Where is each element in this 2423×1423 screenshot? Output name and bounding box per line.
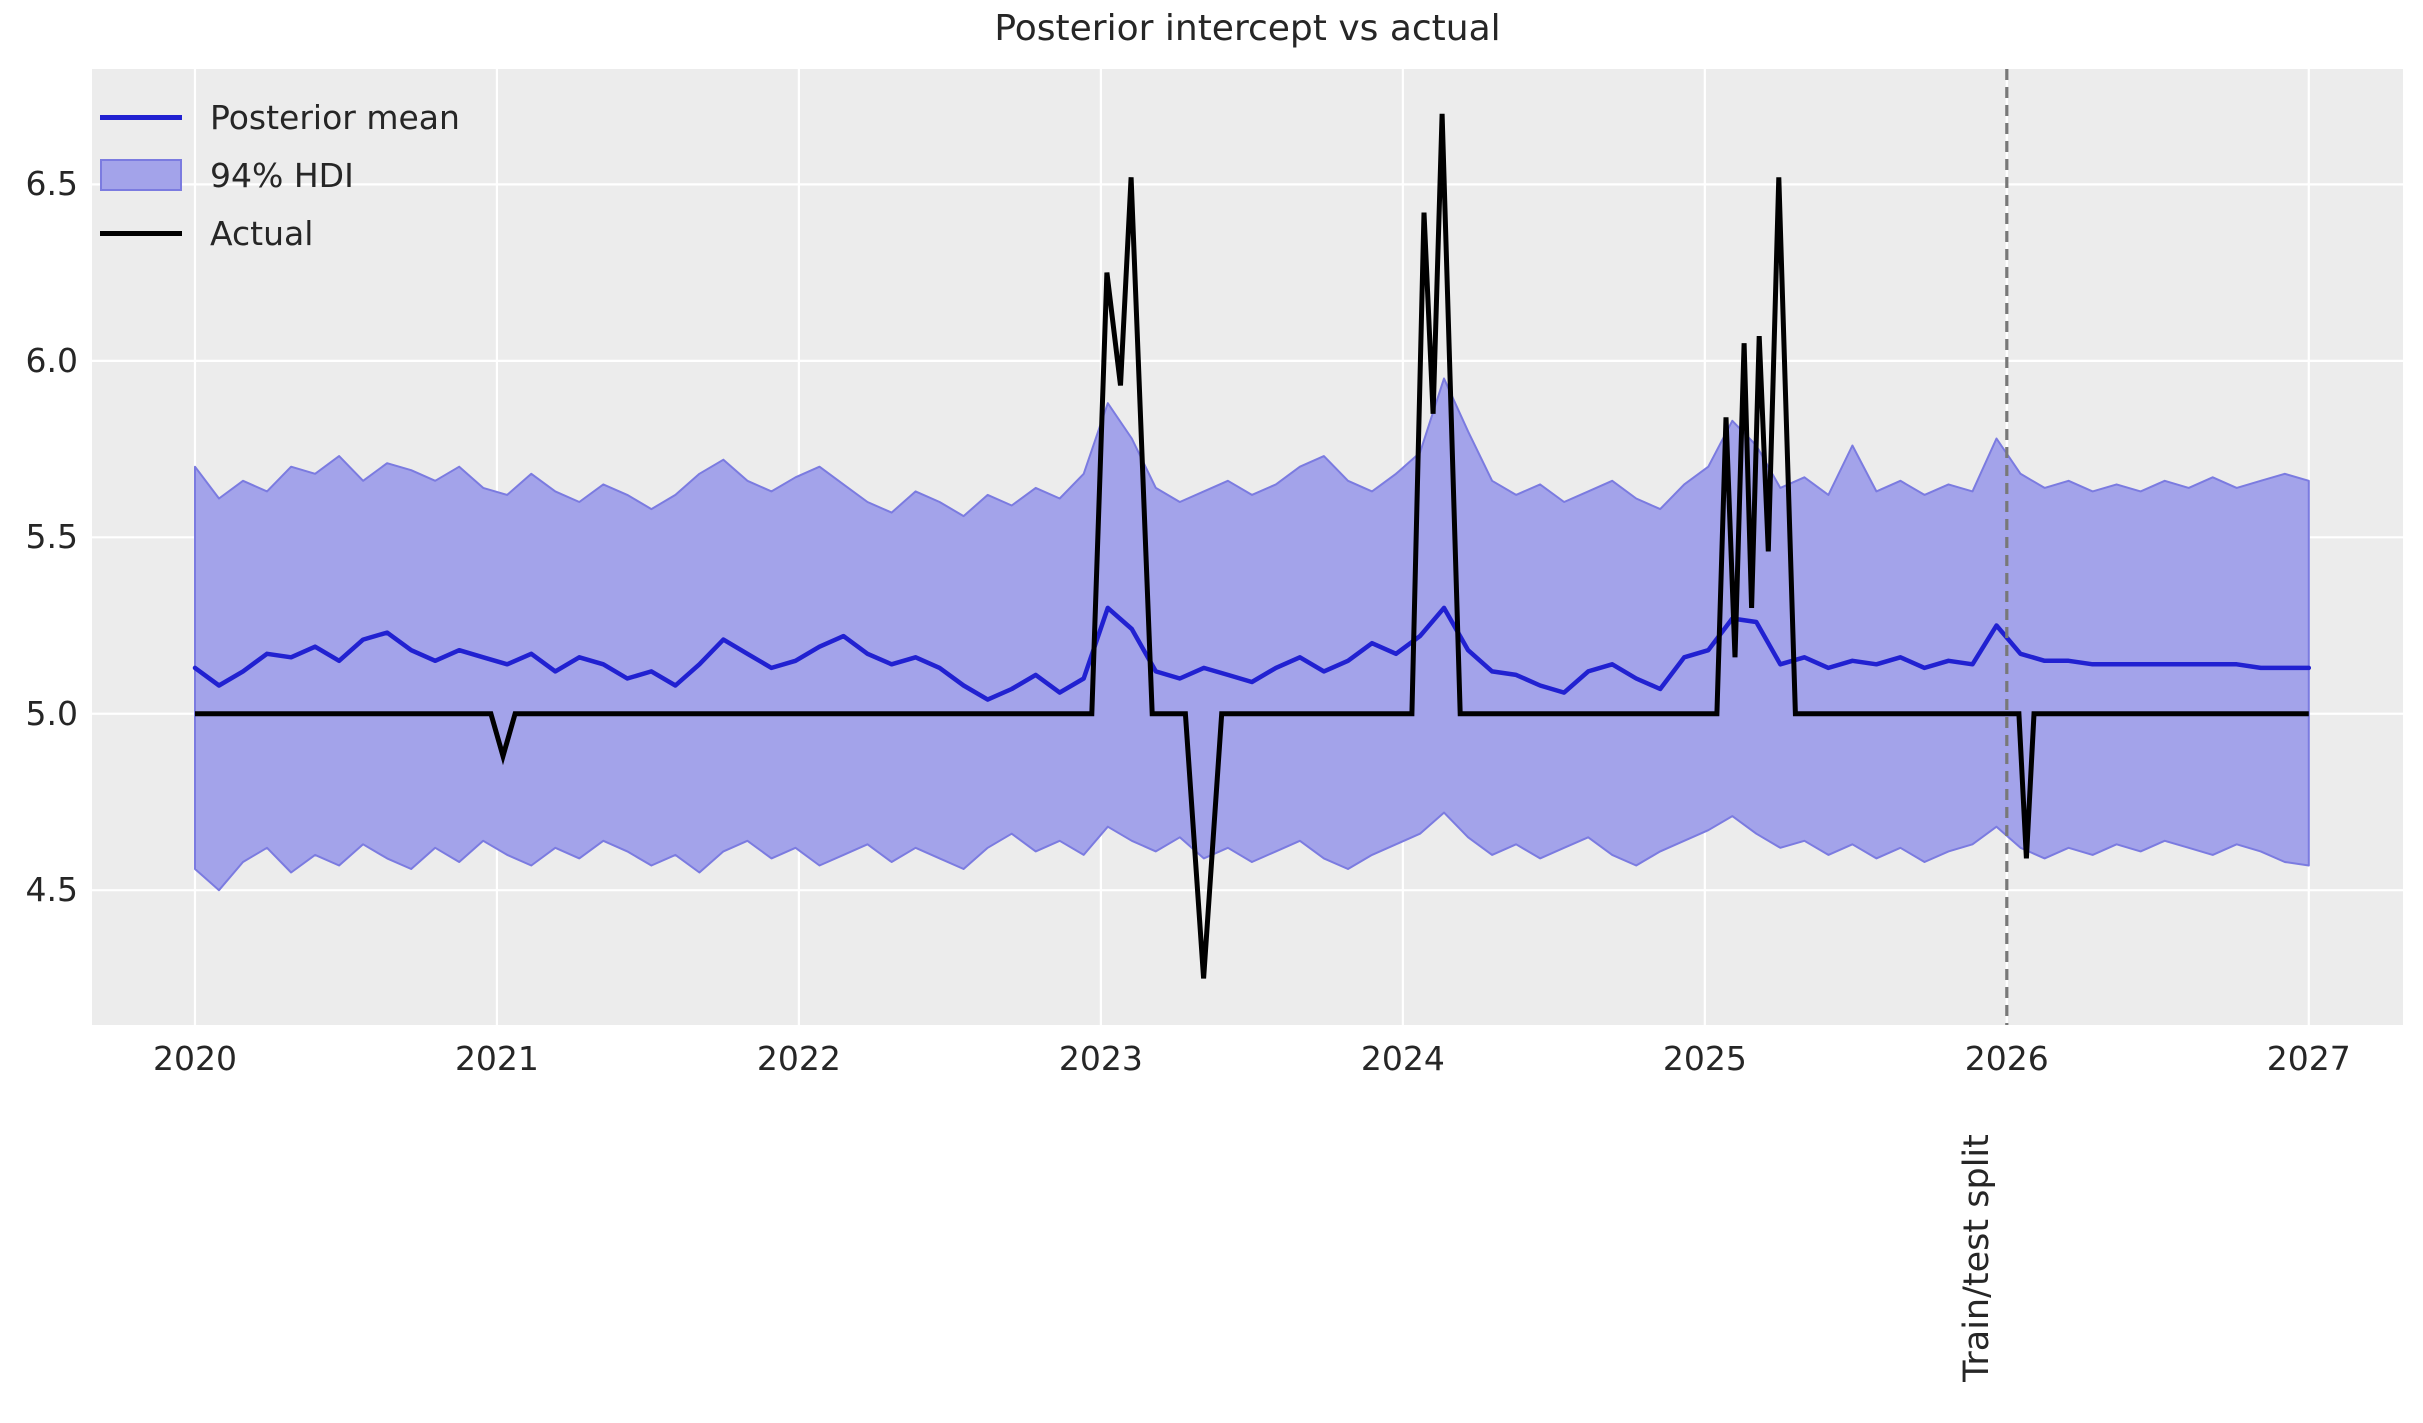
x-tick-label: 2022 [756,1039,841,1078]
legend-item-actual: Actual [100,204,460,262]
legend-label: 94% HDI [210,155,354,195]
legend-item-posterior-mean: Posterior mean [100,88,460,146]
x-tick-label: 2027 [2266,1039,2351,1078]
legend-label: Posterior mean [210,97,460,137]
actual-line-swatch [100,230,182,236]
train-test-split-label: Train/test split [1957,1134,1997,1382]
posterior-mean-line [192,605,2312,702]
y-tick-label: 6.5 [25,164,78,204]
x-tick-label: 2023 [1058,1039,1143,1078]
x-tick-label: 2025 [1662,1039,1747,1078]
y-tick-label: 4.5 [25,870,78,910]
actual-line [195,113,2309,979]
posterior-mean-line-swatch [100,114,182,120]
legend-item-hdi: 94% HDI [100,146,460,204]
y-tick-label: 6.0 [25,340,78,380]
x-tick-label: 2026 [1964,1039,2049,1078]
y-tick-label: 5.0 [25,693,78,733]
legend: Posterior mean 94% HDI Actual [100,88,460,262]
patch-swatch-icon [100,159,182,191]
hdi-band-swatch [100,159,182,191]
plot-panel [92,69,2403,1025]
line-swatch-icon [100,230,182,236]
plot-canvas [92,69,2403,1025]
x-tick-label: 2024 [1360,1039,1445,1078]
x-tick-label: 2020 [152,1039,237,1078]
hdi-band [194,377,2310,892]
y-tick-label: 5.5 [25,517,78,557]
line-swatch-icon [100,114,182,120]
chart-title: Posterior intercept vs actual [994,8,1501,49]
x-tick-label: 2021 [454,1039,539,1078]
legend-label: Actual [210,213,314,253]
